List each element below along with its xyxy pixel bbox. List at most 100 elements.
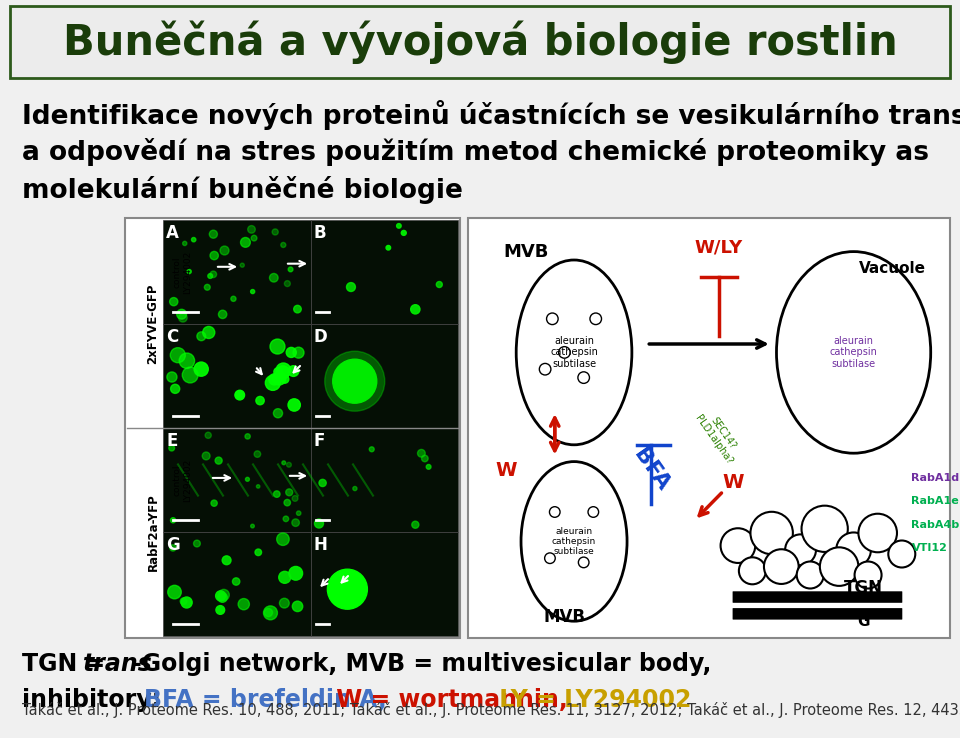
FancyBboxPatch shape: [125, 218, 460, 638]
Circle shape: [785, 534, 816, 565]
Circle shape: [232, 578, 240, 585]
Text: E: E: [166, 432, 178, 450]
Circle shape: [888, 540, 915, 568]
Text: C: C: [166, 328, 179, 346]
Ellipse shape: [521, 461, 627, 621]
Circle shape: [215, 457, 222, 464]
Text: W: W: [495, 461, 517, 480]
Circle shape: [204, 284, 210, 290]
FancyBboxPatch shape: [163, 532, 310, 636]
FancyBboxPatch shape: [732, 591, 902, 603]
Text: Buněčná a vývojová biologie rostlin: Buněčná a vývojová biologie rostlin: [62, 20, 898, 63]
Circle shape: [820, 548, 858, 586]
Circle shape: [169, 445, 175, 451]
Text: LY294002: LY294002: [183, 458, 193, 502]
Circle shape: [292, 495, 298, 501]
Circle shape: [210, 252, 218, 260]
Text: TGN: TGN: [844, 579, 883, 596]
Circle shape: [167, 372, 177, 382]
Circle shape: [578, 557, 589, 568]
Text: aleurain
cathepsin
subtilase: aleurain cathepsin subtilase: [550, 336, 598, 369]
Circle shape: [218, 590, 229, 601]
Ellipse shape: [777, 252, 931, 453]
FancyBboxPatch shape: [163, 220, 310, 324]
Circle shape: [370, 446, 374, 452]
Circle shape: [274, 491, 280, 497]
Text: A: A: [166, 224, 179, 242]
FancyBboxPatch shape: [310, 220, 458, 324]
Circle shape: [170, 545, 176, 551]
Circle shape: [559, 347, 570, 358]
Circle shape: [347, 283, 355, 292]
Circle shape: [218, 593, 228, 602]
Circle shape: [256, 485, 260, 488]
Circle shape: [297, 511, 300, 515]
Text: MVB: MVB: [503, 243, 548, 261]
Circle shape: [177, 309, 186, 319]
Circle shape: [194, 540, 201, 547]
Circle shape: [279, 599, 289, 608]
Circle shape: [265, 376, 280, 390]
Circle shape: [269, 374, 280, 385]
Text: 2xFYVE-GFP: 2xFYVE-GFP: [147, 283, 159, 365]
Circle shape: [273, 372, 286, 385]
FancyBboxPatch shape: [468, 218, 950, 638]
Text: LY294002: LY294002: [183, 250, 193, 294]
FancyBboxPatch shape: [310, 428, 458, 532]
Text: aleurain
cathepsin
subtilase: aleurain cathepsin subtilase: [552, 526, 596, 556]
Ellipse shape: [516, 260, 632, 445]
Circle shape: [396, 224, 401, 228]
Circle shape: [182, 241, 187, 246]
Text: RabF2a-YFP: RabF2a-YFP: [147, 493, 159, 571]
Circle shape: [288, 399, 300, 411]
Circle shape: [436, 281, 443, 288]
FancyBboxPatch shape: [310, 324, 458, 428]
Text: H: H: [314, 536, 327, 554]
Circle shape: [219, 310, 227, 319]
Text: RabA4b: RabA4b: [911, 520, 960, 530]
Circle shape: [171, 517, 176, 523]
Circle shape: [739, 557, 766, 584]
Circle shape: [353, 486, 357, 491]
Text: molekulární buněčné biologie: molekulární buněčné biologie: [22, 176, 463, 204]
Circle shape: [238, 599, 250, 610]
Circle shape: [187, 269, 191, 274]
Circle shape: [197, 332, 205, 341]
Circle shape: [544, 553, 555, 564]
Text: inhibitory:: inhibitory:: [22, 688, 169, 712]
Circle shape: [418, 449, 425, 457]
Circle shape: [274, 368, 282, 376]
Text: a odpovědí na stres použitím metod chemické proteomiky as: a odpovědí na stres použitím metod chemi…: [22, 138, 929, 166]
Circle shape: [263, 606, 277, 620]
Circle shape: [426, 464, 431, 469]
Circle shape: [324, 351, 385, 411]
Circle shape: [274, 409, 282, 418]
Circle shape: [180, 353, 195, 368]
Circle shape: [171, 384, 180, 393]
Circle shape: [270, 274, 278, 282]
FancyBboxPatch shape: [163, 324, 310, 428]
Text: BFA = brefeldin A,: BFA = brefeldin A,: [144, 688, 387, 712]
Text: Identifikace nových proteinů účastnících se vesikulárního transportu: Identifikace nových proteinů účastnících…: [22, 100, 960, 130]
FancyBboxPatch shape: [10, 6, 950, 78]
Circle shape: [222, 556, 231, 565]
Circle shape: [764, 549, 799, 584]
Text: Vacuole: Vacuole: [858, 261, 925, 276]
Circle shape: [251, 524, 254, 528]
Circle shape: [270, 339, 285, 354]
Circle shape: [276, 366, 289, 379]
Text: G: G: [857, 614, 870, 629]
Circle shape: [280, 242, 286, 247]
Circle shape: [179, 314, 187, 322]
Circle shape: [245, 434, 251, 439]
Circle shape: [180, 598, 187, 604]
Circle shape: [272, 229, 278, 235]
Circle shape: [264, 608, 273, 617]
Circle shape: [216, 591, 226, 601]
Circle shape: [293, 347, 304, 358]
Text: VTI12: VTI12: [911, 542, 948, 553]
Circle shape: [319, 479, 326, 486]
Circle shape: [191, 238, 196, 242]
Text: control: control: [173, 464, 181, 496]
Text: RabA1e: RabA1e: [911, 497, 959, 506]
